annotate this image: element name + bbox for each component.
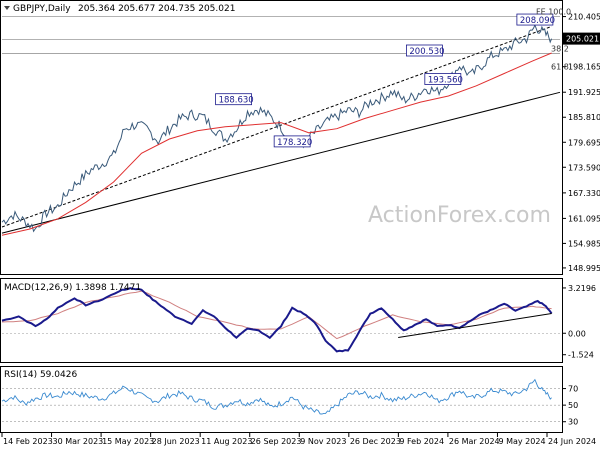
main-ytick-label: 161.095	[568, 214, 600, 223]
ema-series	[1, 52, 552, 236]
xtick-label: 26 Mar 2024	[449, 437, 500, 446]
annotation-label: 178.320	[277, 138, 312, 148]
main-ytick-label: 154.985	[568, 239, 600, 248]
annotation-box	[516, 13, 554, 26]
macd-ytick-label: 3.2196	[568, 284, 596, 293]
main-ytick-label: 179.695	[568, 138, 600, 147]
rsi-title: RSI(14) 59.0426	[4, 370, 77, 380]
macd-series	[1, 287, 553, 353]
macd-trend-line	[398, 313, 552, 338]
xtick-label: 9 Nov 2023	[300, 437, 346, 446]
xtick-label: 11 Aug 2023	[201, 437, 252, 446]
main-pane-frame	[0, 0, 563, 275]
last-price-label: 205.021	[566, 35, 599, 44]
rsi-pane-frame	[0, 366, 563, 433]
rsi-series	[1, 378, 552, 415]
axes: 210.405204.405198.165191.925185.810179.6…	[1, 13, 600, 446]
annotation-label: 200.530	[409, 47, 444, 57]
main-title-icon	[4, 6, 10, 10]
xtick-label: 9 Feb 2024	[399, 437, 444, 446]
rsi-ytick-label: 30	[568, 418, 578, 427]
xtick-label: 14 Feb 2023	[3, 437, 53, 446]
annotation-box	[424, 73, 462, 85]
annotation-box	[215, 93, 252, 106]
main-ytick-label: 185.810	[568, 113, 600, 122]
annotation-label: 188.630	[219, 96, 254, 106]
rsi-ytick-label: 50	[568, 401, 578, 410]
macd-ytick-label: -1.524	[568, 351, 594, 360]
main-ohlc: 205.364 205.677 204.735 205.021	[78, 4, 235, 14]
fib-label: 61.8	[551, 62, 569, 71]
main-ytick-label: 191.925	[568, 88, 600, 97]
rsi-pane	[1, 378, 560, 423]
main-ytick-label: 148.995	[568, 264, 600, 273]
macd-pane-frame	[0, 278, 563, 363]
main-title: GBPJPY,Daily	[13, 4, 71, 14]
xtick-label: 15 May 2023	[102, 437, 154, 446]
fib-label: FE 100.0	[536, 8, 571, 17]
main-ytick-label: 173.590	[568, 163, 600, 172]
trend-line-0	[1, 91, 561, 234]
rsi-ytick-label: 70	[568, 385, 578, 394]
annotation-label: 208.090	[520, 16, 555, 26]
macd-title: MACD(12,26,9) 1.3898 1.7471	[4, 283, 141, 293]
annotations: 188.630 178.320 200.530 208.090 193.560 FE 10…	[215, 8, 571, 148]
xtick-label: 9 May 2024	[498, 437, 545, 446]
fib-label: 38.2	[551, 44, 569, 53]
watermark: ActionForex.com	[368, 203, 551, 228]
macd-pane	[1, 287, 560, 353]
last-price-box	[563, 32, 600, 45]
macd-signal-series	[1, 290, 552, 340]
main-ytick-label: 198.165	[568, 63, 600, 72]
xtick-label: 24 Jun 2024	[548, 437, 596, 446]
main-ytick-label: 167.330	[568, 189, 600, 198]
annotation-box	[406, 44, 443, 57]
annotation-label: 193.560	[428, 76, 463, 86]
macd-ytick-label: 0.00	[568, 329, 586, 338]
xtick-label: 30 Mar 2023	[53, 437, 104, 446]
main-pane	[1, 16, 561, 236]
price-series	[1, 23, 553, 233]
main-ytick-label: 210.405	[568, 13, 600, 22]
xtick-label: 26 Sep 2023	[251, 437, 302, 446]
annotation-box	[273, 135, 311, 148]
xtick-label: 28 Jun 2023	[152, 437, 200, 446]
xtick-label: 26 Dec 2023	[350, 437, 401, 446]
